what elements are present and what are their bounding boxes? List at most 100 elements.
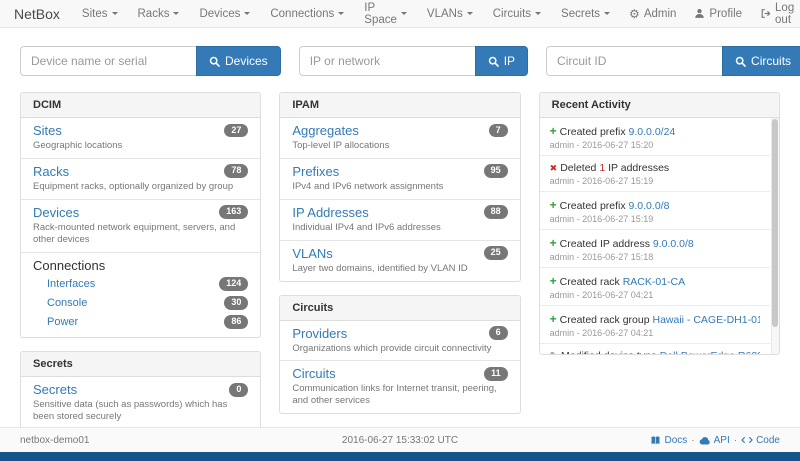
activity-object-link[interactable]: 9.0.0.0/24 (628, 126, 676, 138)
device-search-button[interactable]: Devices (196, 46, 281, 76)
search-icon (488, 56, 499, 67)
prefixes-link[interactable]: Prefixes (292, 163, 340, 179)
nav-racks[interactable]: Racks (128, 0, 190, 28)
secrets-description: Sensitive data (such as passwords) which… (33, 399, 228, 423)
circuit-search-group: Circuits (546, 46, 800, 76)
nav-ip-space[interactable]: IP Space (354, 0, 417, 28)
providers-link[interactable]: Providers (292, 325, 348, 341)
nav-devices[interactable]: Devices (189, 0, 260, 28)
gear-icon: ⚙ (629, 6, 640, 21)
delete-icon: ✖ (549, 163, 558, 173)
api-link[interactable]: API (699, 435, 730, 446)
code-label: Code (756, 434, 780, 446)
console-link[interactable]: Console (47, 296, 88, 309)
circuits-description: Communication links for Internet transit… (292, 383, 497, 407)
connections-item: Connections Interfaces 124 Console 30 Po… (21, 251, 261, 338)
user-icon (694, 8, 705, 19)
activity-action: Deleted (560, 162, 597, 174)
device-search-input[interactable] (20, 46, 196, 76)
activity-scrollbar-track[interactable] (770, 118, 779, 354)
nav-sites[interactable]: Sites (72, 0, 128, 28)
pencil-icon: ✎ (550, 351, 558, 354)
activity-object-link[interactable]: 9.0.0.0/8 (628, 200, 670, 212)
activity-scrollbar-thumb[interactable] (771, 119, 778, 327)
activity-object-link[interactable]: RACK-01-CA (622, 276, 686, 288)
racks-description: Equipment racks, optionally organized by… (33, 180, 234, 192)
cloud-icon (699, 435, 711, 446)
activity-action: Created prefix (559, 200, 626, 212)
activity-action: Created rack group (559, 314, 650, 326)
device-search-group: Devices (20, 46, 281, 76)
racks-count-badge: 78 (224, 164, 249, 179)
ip-addresses-link[interactable]: IP Addresses (292, 204, 369, 220)
column-ipam: IPAM Aggregates 7 Top-level IP allocatio… (279, 92, 521, 427)
recent-activity-title: Recent Activity (539, 93, 779, 118)
interfaces-link[interactable]: Interfaces (47, 277, 96, 290)
racks-item: Racks 78 Equipment racks, optionally org… (21, 157, 261, 199)
activity-item: + Created prefix 9.0.0.0/8 admin - 2016-0… (539, 192, 770, 230)
activity-item: + Created IP address 9.0.0.0/8 admin - 20… (539, 230, 770, 268)
power-count-badge: 86 (224, 314, 249, 329)
nav-vlans-label: VLANs (426, 7, 463, 20)
nav-connections[interactable]: Connections (260, 0, 354, 28)
code-link[interactable]: Code (741, 435, 780, 446)
racks-link[interactable]: Racks (33, 163, 70, 179)
providers-description: Organizations which provide circuit conn… (292, 342, 492, 354)
plus-icon: + (549, 124, 557, 138)
activity-object-link[interactable]: Dell PowerEdge R630 (660, 350, 760, 354)
admin-label: Admin (643, 7, 677, 20)
sites-link[interactable]: Sites (33, 123, 62, 138)
power-link[interactable]: Power (47, 315, 79, 328)
providers-count-badge: 6 (488, 326, 508, 340)
activity-object-link[interactable]: Hawaii - CAGE-DH1-01 (652, 314, 760, 326)
circuits-link[interactable]: Circuits (292, 366, 336, 382)
plus-icon: + (549, 198, 557, 212)
docs-link[interactable]: Docs (650, 435, 687, 446)
console-count-badge: 30 (224, 295, 249, 310)
devices-count-badge: 163 (219, 205, 249, 220)
dashboard-content: DCIM Sites 27 Geographic locations Racks… (0, 76, 800, 443)
circuit-search-input[interactable] (546, 46, 723, 76)
prefixes-item: Prefixes 95 IPv4 and IPv6 network assign… (280, 157, 520, 199)
connections-title: Connections (33, 257, 106, 273)
ip-addresses-description: Individual IPv4 and IPv6 addresses (292, 221, 441, 233)
nav-racks-label: Racks (137, 7, 170, 20)
ipam-panel: IPAM Aggregates 7 Top-level IP allocatio… (279, 92, 521, 282)
secrets-link[interactable]: Secrets (33, 382, 78, 398)
admin-link[interactable]: ⚙ Admin (620, 0, 685, 28)
activity-item: ✎Modified device type Dell PowerEdge R63… (540, 344, 770, 354)
logout-link[interactable]: Log out (751, 0, 800, 28)
plus-icon: + (549, 236, 557, 250)
circuits-count-badge: 11 (484, 366, 508, 381)
devices-item: Devices 163 Rack-mounted network equipme… (21, 198, 261, 252)
power-row: Power 86 (33, 312, 249, 331)
activity-meta: admin - 2016-06-27 15:19 (549, 214, 654, 224)
circuit-search-button[interactable]: Circuits (722, 46, 800, 76)
prefixes-count-badge: 95 (483, 164, 508, 179)
chevron-down-icon (604, 12, 611, 15)
plus-icon: + (549, 274, 557, 288)
devices-link[interactable]: Devices (33, 204, 80, 220)
activity-item: ✖ Deleted 1 IP addresses admin - 2016-06-… (539, 156, 770, 192)
ipam-panel-title: IPAM (280, 93, 520, 118)
nav-devices-label: Devices (199, 7, 241, 20)
dcim-panel-title: DCIM (21, 93, 261, 118)
vlans-link[interactable]: VLANs (292, 245, 333, 261)
logout-label: Log out (775, 1, 795, 26)
footer-links: Docs · API · Code (527, 435, 780, 446)
netbox-brand[interactable]: NetBox (14, 5, 60, 22)
profile-link[interactable]: Profile (685, 0, 751, 28)
secrets-count-badge: 0 (229, 382, 249, 397)
ip-search-button[interactable]: IP (474, 46, 529, 76)
aggregates-link[interactable]: Aggregates (292, 123, 359, 138)
activity-action: Created IP address (559, 238, 650, 250)
column-dcim: DCIM Sites 27 Geographic locations Racks… (20, 92, 262, 443)
circuit-search-button-label: Circuits (751, 54, 792, 68)
nav-secrets[interactable]: Secrets (551, 0, 620, 28)
activity-object-link[interactable]: 9.0.0.0/8 (652, 238, 694, 250)
ip-search-input[interactable] (298, 46, 475, 76)
nav-vlans[interactable]: VLANs (417, 0, 483, 28)
plus-icon: + (549, 312, 557, 326)
secrets-panel-title: Secrets (21, 352, 261, 378)
nav-circuits[interactable]: Circuits (483, 0, 551, 28)
